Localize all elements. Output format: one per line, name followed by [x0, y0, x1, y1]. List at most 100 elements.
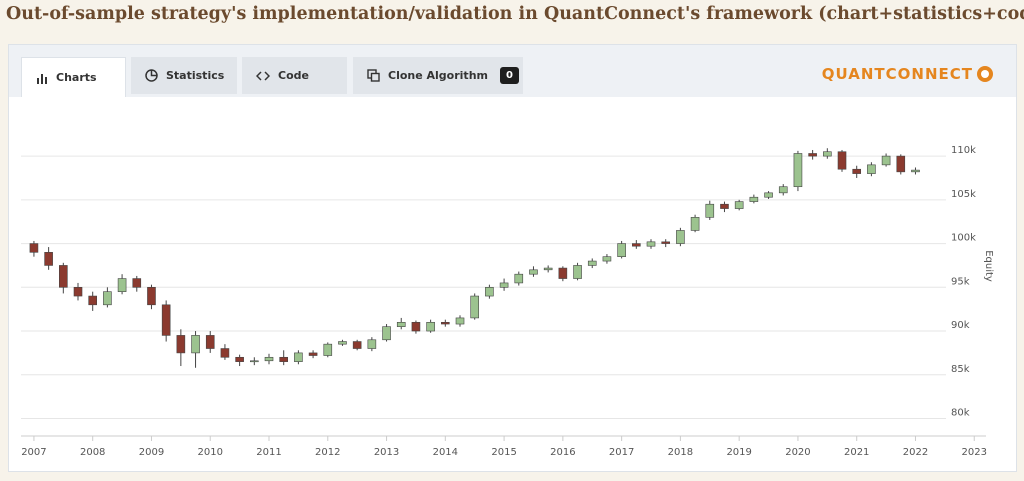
- tab[interactable]: Code: [242, 57, 347, 94]
- candle-body: [191, 335, 200, 354]
- candle-body: [676, 230, 685, 244]
- x-tick-label: 2018: [668, 447, 693, 458]
- candle-body: [103, 291, 112, 306]
- candle-body: [646, 241, 656, 247]
- y-tick-label: 95k: [951, 276, 970, 287]
- tab-label: Statistics: [166, 69, 225, 82]
- candle-body: [514, 273, 524, 284]
- page-title: Out-of-sample strategy's implementation/…: [6, 4, 1024, 24]
- x-tick-label: 2008: [80, 447, 105, 458]
- x-tick-label: 2013: [374, 447, 399, 458]
- candle-body: [837, 151, 847, 170]
- x-tick-label: 2012: [315, 447, 340, 458]
- tab-bar: Charts Statistics Code Clone Algorithm 0…: [9, 45, 1016, 97]
- y-tick-label: 85k: [951, 364, 970, 375]
- candle-body: [734, 201, 744, 209]
- icon: [145, 69, 158, 82]
- candle-body: [617, 243, 626, 257]
- x-tick-label: 2020: [785, 447, 810, 458]
- candle-body: [690, 217, 700, 231]
- candle-body: [294, 352, 303, 362]
- y-tick-label: 100k: [951, 233, 976, 244]
- candle-body: [558, 267, 568, 279]
- logo-icon: [977, 66, 993, 82]
- x-tick-label: 2019: [726, 447, 751, 458]
- candle-body: [441, 321, 450, 325]
- candle-body: [382, 326, 391, 341]
- x-tick-label: 2015: [491, 447, 516, 458]
- candle-body: [808, 153, 817, 157]
- candle-body: [749, 196, 759, 202]
- tab-label: Charts: [56, 71, 97, 84]
- candle-body: [367, 339, 377, 349]
- tab-label: Code: [278, 69, 309, 82]
- candle-body: [352, 341, 362, 349]
- candle-body: [88, 295, 97, 306]
- candle-body: [235, 356, 244, 362]
- candle-body: [720, 203, 729, 209]
- candle-body: [73, 287, 83, 297]
- candle-body: [176, 335, 186, 354]
- tab[interactable]: Statistics: [131, 57, 237, 94]
- candle-body: [323, 343, 333, 356]
- panel: Charts Statistics Code Clone Algorithm 0…: [8, 44, 1017, 472]
- candle-body: [59, 265, 68, 288]
- x-tick-label: 2023: [962, 447, 987, 458]
- tab-label: Clone Algorithm: [388, 69, 488, 82]
- y-tick-label: 105k: [951, 189, 976, 200]
- candle-body: [778, 186, 788, 194]
- y-tick-label: 110k: [951, 145, 976, 156]
- x-tick-label: 2010: [198, 447, 223, 458]
- badge: 0: [499, 67, 519, 84]
- tab[interactable]: Clone Algorithm 0: [353, 57, 523, 94]
- y-tick-label: 90k: [951, 320, 970, 331]
- icon: [37, 73, 47, 84]
- candle-body: [29, 243, 39, 253]
- candle-body: [205, 335, 215, 349]
- x-tick-label: 2022: [903, 447, 928, 458]
- candle-body: [896, 155, 906, 173]
- candle-body: [455, 317, 465, 325]
- x-tick-label: 2011: [256, 447, 281, 458]
- y-tick-label: 80k: [951, 408, 970, 419]
- tab[interactable]: Charts: [21, 57, 126, 97]
- candle-body: [470, 295, 480, 319]
- logo-text: QUANTCONNECT: [821, 65, 973, 83]
- candle-body: [396, 321, 406, 327]
- y-axis-title: Equity: [983, 250, 994, 282]
- icon: [367, 69, 380, 82]
- candle-body: [573, 265, 582, 279]
- candle-body: [705, 203, 715, 218]
- candle-body: [632, 243, 641, 247]
- x-tick-label: 2016: [550, 447, 575, 458]
- candle-body: [764, 192, 773, 198]
- candle-body: [793, 153, 803, 188]
- candle-body: [426, 321, 435, 332]
- candle-body: [250, 360, 259, 363]
- candle-body: [881, 155, 891, 166]
- candle-body: [132, 278, 142, 288]
- x-tick-label: 2007: [21, 447, 46, 458]
- candle-body: [338, 341, 347, 345]
- logo: QUANTCONNECT: [822, 65, 994, 83]
- x-tick-label: 2021: [844, 447, 869, 458]
- icon: [256, 70, 270, 81]
- x-tick-label: 2009: [139, 447, 164, 458]
- candle-body: [543, 267, 553, 271]
- candle-body: [279, 356, 289, 362]
- candle-body: [587, 260, 597, 266]
- candle-body: [117, 278, 127, 292]
- candle-body: [485, 287, 494, 297]
- chart: Equity 80k 85k 90k 95k 100k 105k 110k 2007 2008 2…: [21, 145, 994, 458]
- candle-body: [867, 164, 876, 174]
- candle-body: [264, 356, 274, 362]
- candle-body: [529, 269, 538, 275]
- candle-body: [911, 169, 920, 173]
- candle-body: [161, 304, 171, 336]
- x-tick-label: 2017: [609, 447, 634, 458]
- candle-body: [44, 252, 53, 266]
- candle-body: [308, 352, 318, 356]
- candle-body: [823, 151, 832, 157]
- candle-body: [411, 321, 421, 332]
